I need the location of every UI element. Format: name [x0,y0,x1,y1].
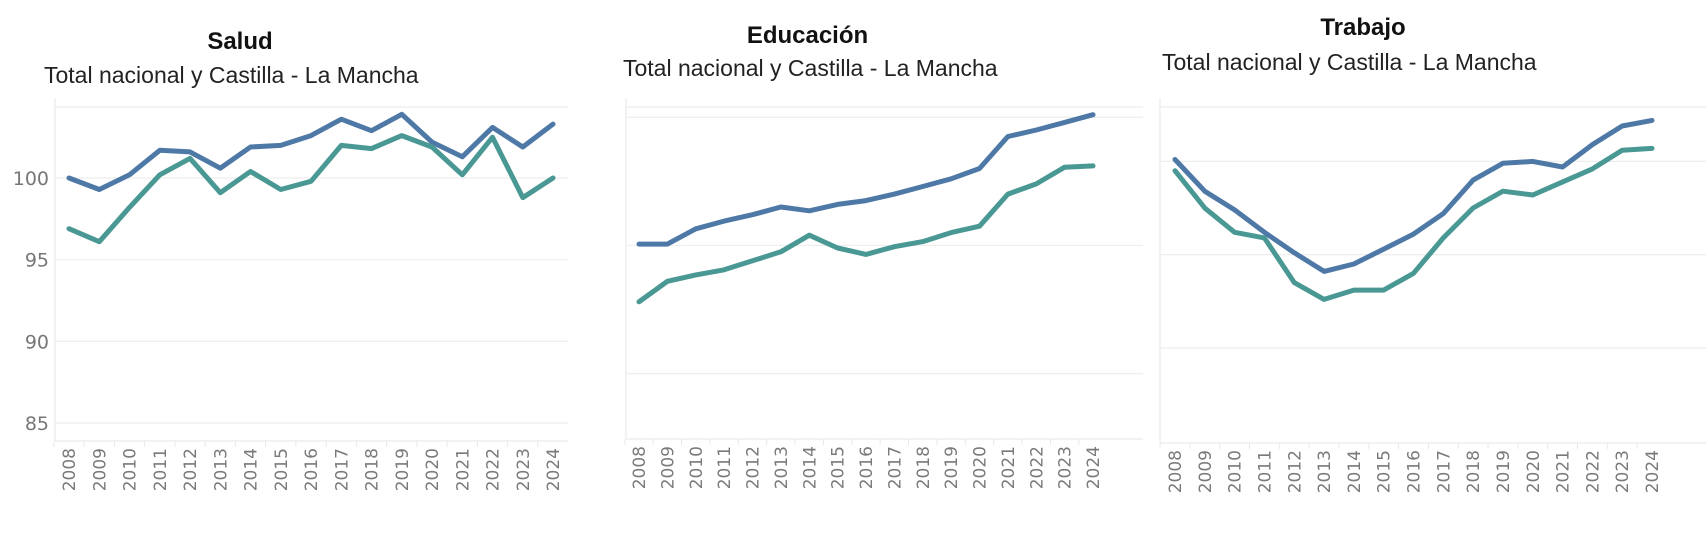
x-tick-label: 2015 [1375,450,1395,493]
chart-title: Educación [746,22,869,49]
x-tick-label: 2011 [715,446,735,489]
series-line-total-nacional [1172,117,1655,274]
series-line-castilla-la-mancha [636,163,1096,305]
x-tick-label: 2024 [1643,450,1663,493]
x-tick-label: 2022 [484,448,504,491]
chart-trabajo: Trabajo Total nacional y Castilla - La M… [1150,0,1706,556]
plot-area: 2008 2009 2010 2011 2012 2013 2014 2015 2016 2017… [624,98,1143,489]
x-tick-label: 2016 [857,446,877,489]
x-tick-label: 2010 [687,446,707,489]
chart-subtitle: Total nacional y Castilla - La Mancha [623,55,998,81]
x-tick-label: 2014 [242,448,262,491]
chart-salud: Salud Total nacional y Castilla - La Man… [0,0,580,556]
x-tick-label: 2019 [942,446,962,489]
x-tick-label: 2023 [1056,446,1076,489]
x-tick-label: 2020 [1524,450,1544,493]
x-tick-label: 2012 [1285,450,1305,493]
x-tick-label: 2010 [121,448,141,491]
x-tick-label: 2018 [363,448,383,491]
x-tick-label: 2020 [423,448,443,491]
x-tick-label: 2013 [211,448,231,491]
x-tick-label: 2021 [999,446,1019,489]
chart-subtitle: Total nacional y Castilla - La Mancha [44,62,419,88]
x-tick-label: 2021 [453,448,473,491]
x-tick-label: 2022 [1583,450,1603,493]
x-tick-label: 2024 [1084,446,1104,489]
x-tick-label: 2018 [1464,450,1484,493]
x-tick-label: 2013 [1315,450,1335,493]
plot-area: 2008 2009 2010 2011 2012 2013 2014 2015 2016 2017… [1159,98,1706,493]
x-tick-label: 2010 [1226,450,1246,493]
x-tick-label: 2016 [302,448,322,491]
y-tick-label: 85 [25,413,49,435]
x-tick-label: 2018 [914,446,934,489]
x-tick-label: 2009 [1196,450,1216,493]
x-tick-label: 2008 [630,446,650,489]
series-line-castilla-la-mancha [66,133,556,245]
x-tick-label: 2019 [1494,450,1514,493]
series-line-castilla-la-mancha [1172,145,1655,302]
x-tick-label: 2014 [800,446,820,489]
series-line-total-nacional [636,112,1096,247]
y-tick-label: 100 [13,168,49,190]
x-tick-label: 2023 [1613,450,1633,493]
x-tick-label: 2009 [90,448,110,491]
x-tick-label: 2011 [151,448,171,491]
x-tick-label: 2008 [1166,450,1186,493]
chart-subtitle: Total nacional y Castilla - La Mancha [1162,49,1537,75]
x-tick-label: 2024 [544,448,564,491]
x-tick-label: 2011 [1255,450,1275,493]
x-tick-label: 2017 [1434,450,1454,493]
plot-area: 100 95 90 85 2008 2009 2010 2011 2012 2013 2014 201… [13,98,568,491]
x-tick-label: 2015 [829,446,849,489]
x-tick-label: 2017 [332,448,352,491]
chart-title: Salud [207,28,273,55]
x-tick-label: 2020 [971,446,991,489]
x-tick-label: 2008 [60,448,80,491]
x-tick-label: 2022 [1027,446,1047,489]
x-tick-label: 2019 [393,448,413,491]
x-tick-label: 2016 [1405,450,1425,493]
x-tick-label: 2017 [885,446,905,489]
x-tick-label: 2009 [658,446,678,489]
x-tick-label: 2012 [744,446,764,489]
x-tick-label: 2012 [181,448,201,491]
x-tick-label: 2013 [772,446,792,489]
x-tick-label: 2014 [1345,450,1365,493]
chart-title: Trabajo [1320,14,1406,41]
chart-educacion: Educación Total nacional y Castilla - La… [580,0,1150,556]
x-tick-label: 2021 [1554,450,1574,493]
x-tick-label: 2015 [272,448,292,491]
y-tick-label: 95 [25,250,49,272]
y-tick-label: 90 [25,331,49,353]
x-tick-label: 2023 [514,448,534,491]
